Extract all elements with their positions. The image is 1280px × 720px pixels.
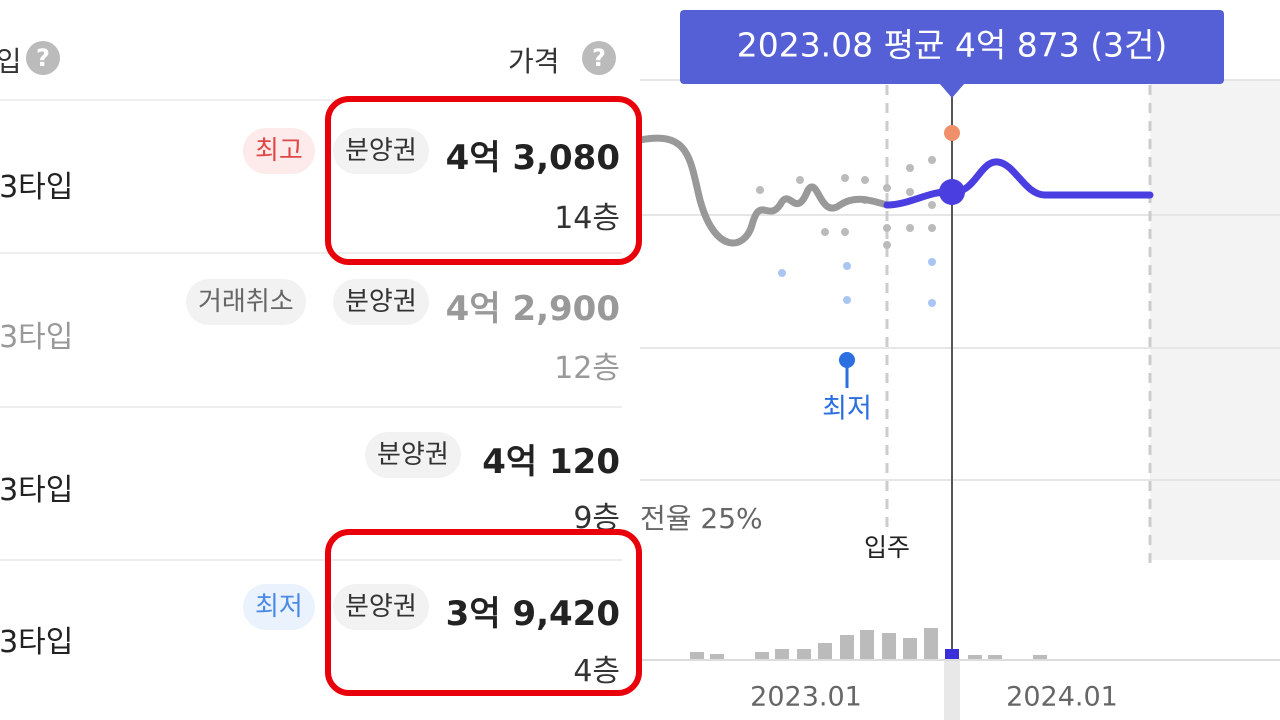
type: 13타입: [0, 320, 74, 355]
kind: 분양권: [333, 279, 429, 325]
move-in-label: 입주: [864, 533, 910, 562]
separator: [0, 99, 622, 101]
kind: 분양권: [333, 128, 429, 174]
help-icon[interactable]: ?: [582, 41, 616, 75]
price: 4억 2,900: [445, 289, 620, 329]
separator: [0, 559, 622, 561]
separator: [0, 406, 622, 408]
type: 13타입: [0, 170, 74, 205]
floor: 12층: [554, 351, 620, 386]
ratio-label: 전율 25%: [640, 502, 763, 535]
tooltip-pointer: [940, 84, 964, 98]
tooltip-text: 2023.08 평균 4억 873 (3건): [737, 26, 1168, 65]
type: 13타입: [0, 625, 74, 660]
volume-bars: [690, 628, 1047, 660]
low-pin-head: [839, 352, 855, 368]
recent-line: [883, 158, 1154, 209]
tooltip: [680, 10, 1224, 84]
highlight-box: [325, 96, 642, 265]
type: 13타입: [0, 473, 74, 508]
cursor-band: [944, 660, 960, 720]
highlight-box: [325, 529, 642, 696]
kind: 분양권: [365, 432, 461, 478]
floor: 14층: [554, 201, 620, 236]
low-dots: [778, 258, 936, 307]
tag: 최고: [243, 128, 315, 174]
period-lines: [885, 85, 1152, 565]
high-dot: [944, 125, 960, 141]
current-volume: [945, 649, 959, 660]
separator: [0, 252, 622, 254]
help-icon[interactable]: ?: [26, 41, 60, 75]
cursor-dot: [939, 179, 965, 205]
tag: 거래취소: [186, 279, 306, 325]
x-label: 2023.01: [750, 682, 862, 713]
floor: 4층: [573, 654, 620, 689]
price: 3억 9,420: [445, 594, 620, 634]
transaction-list: 타입 ? 가격 ? 13타입 최고 분양권 4억 3,080 14층 13타입 …: [0, 41, 622, 689]
past-line: [636, 134, 891, 247]
low-label: 최저: [822, 394, 872, 425]
x-label: 2024.01: [1006, 682, 1118, 713]
type-header: 타입: [0, 45, 22, 78]
price: 4억 3,080: [445, 138, 620, 178]
price-header: 가격: [508, 45, 560, 78]
tag: 최저: [243, 584, 315, 630]
kind: 분양권: [333, 584, 429, 630]
price: 4억 120: [482, 442, 620, 482]
future-area: [1150, 80, 1280, 560]
